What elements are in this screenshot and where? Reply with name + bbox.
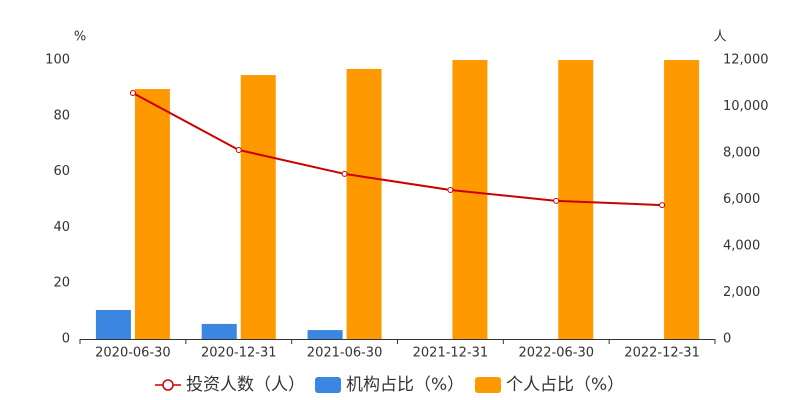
y2-tick-label: 8,000 [723,146,760,161]
y2-tick-label: 2,000 [723,285,760,300]
legend-label: 个人占比（%） [506,375,624,395]
x-tick-label: 2022-12-31 [624,346,700,361]
legend-swatch [475,377,501,393]
legend-marker [162,379,174,391]
bar [664,60,700,339]
bar [452,60,488,339]
point [553,197,560,204]
legend-swatch [315,377,341,393]
y-unit: % [74,30,86,45]
y2-unit: 人 [713,30,726,45]
y-tick-label: 100 [45,53,70,68]
point [129,90,136,97]
x-tick-label: 2021-12-31 [413,346,489,361]
x-tick-label: 2022-06-30 [518,346,594,361]
legend-label: 机构占比（%） [346,375,464,395]
y2-tick-label: 12,000 [723,53,769,68]
x-tick-label: 2020-06-30 [95,346,171,361]
point [341,170,348,177]
y-tick-label: 20 [53,276,70,291]
y-tick-label: 60 [53,164,70,179]
y-tick-label: 0 [62,332,70,347]
y-tick-label: 40 [53,220,70,235]
point [235,146,242,153]
y2-tick-label: 0 [723,332,731,347]
bar [134,89,170,340]
x-tick-label: 2020-12-31 [201,346,277,361]
legend-label: 投资人数（人） [186,375,305,395]
bar [558,60,594,339]
point [447,186,454,193]
y2-tick-label: 10,000 [723,99,769,114]
bar [240,75,276,339]
bar [307,330,343,339]
bar [346,68,382,339]
y2-tick-label: 4,000 [723,239,760,254]
bar [201,323,237,339]
line [132,92,663,207]
point [659,202,666,209]
y-tick-label: 80 [53,108,70,123]
bar [95,309,131,339]
y2-tick-label: 6,000 [723,192,760,207]
x-tick-label: 2021-06-30 [307,346,383,361]
